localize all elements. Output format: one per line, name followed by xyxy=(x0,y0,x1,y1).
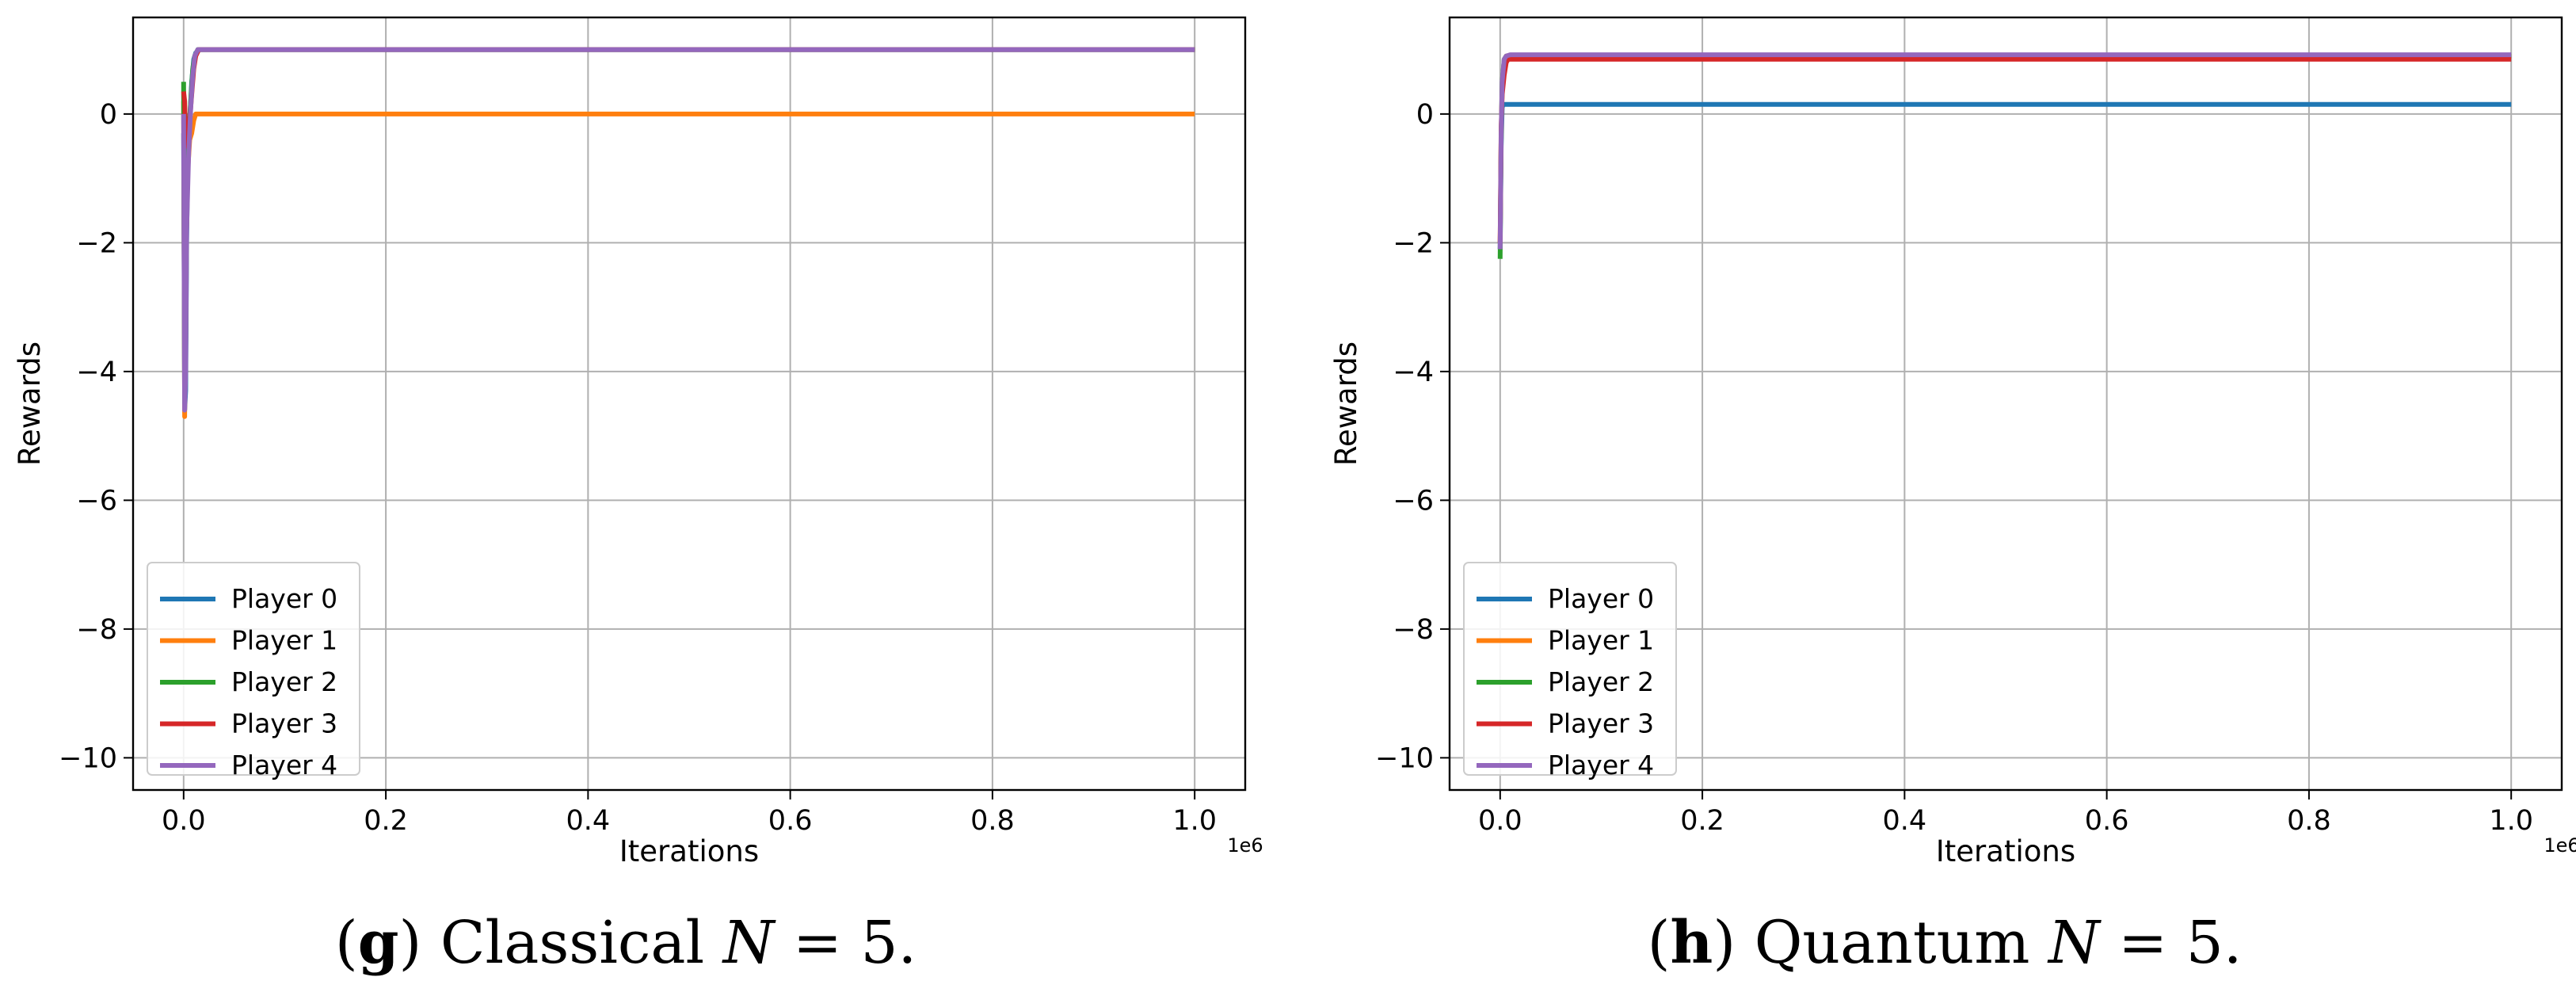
series-line-player-4 xyxy=(1497,52,2512,250)
y-axis-label: Rewards xyxy=(13,342,47,466)
x-scale-label: 1e6 xyxy=(2544,834,2576,857)
legend-label-player-3: Player 3 xyxy=(231,708,337,739)
series-line-player-0 xyxy=(1497,101,2512,250)
legend: Player 0 Player 1 Player 2 Player 3 Player 4 xyxy=(147,562,360,780)
series-line-player-1 xyxy=(181,101,1195,419)
y-tick-label: −2 xyxy=(76,227,117,259)
x-scale-label: 1e6 xyxy=(1227,834,1263,857)
x-tick-label: 1.0 xyxy=(1172,805,1217,837)
legend-label-player-4: Player 4 xyxy=(231,750,337,780)
y-tick-label: 0 xyxy=(1416,99,1434,131)
x-tick-label: 1.0 xyxy=(2489,805,2533,837)
caption-part: ) Classical xyxy=(399,909,723,977)
y-tick-label: −6 xyxy=(76,485,117,517)
x-tick-label: 0.6 xyxy=(768,805,813,837)
x-axis-label: Iterations xyxy=(1936,834,2075,868)
y-tick-label: −10 xyxy=(59,742,117,774)
legend: Player 0 Player 1 Player 2 Player 3 Player 4 xyxy=(1463,562,1677,780)
series-line-player-2 xyxy=(181,47,1195,406)
x-tick-label: 0.6 xyxy=(2085,805,2129,837)
x-tick-label: 0.2 xyxy=(1680,805,1724,837)
legend-label-player-4: Player 4 xyxy=(1548,750,1654,780)
caption-part: ) Quantum xyxy=(1713,909,2048,977)
series-line-player-4 xyxy=(181,47,1195,413)
series-line-player-3 xyxy=(181,47,1195,149)
chart-panel-h: 0.0 0.2 0.4 0.6 0.8 1.0 0 −2 −4 −6 −8 −10 1e6 Iterati… xyxy=(1329,16,2576,977)
caption-part: N xyxy=(2047,909,2102,977)
y-tick-label: −4 xyxy=(1393,357,1434,388)
caption-part: h xyxy=(1671,909,1713,977)
series-line-player-1 xyxy=(1497,53,2512,243)
x-tick-label: 0.2 xyxy=(364,805,408,837)
legend-label-player-3: Player 3 xyxy=(1548,708,1654,739)
y-tick-label: 0 xyxy=(100,99,117,131)
caption-part: N xyxy=(722,909,776,977)
axes-frame xyxy=(131,16,1247,792)
legend-label-player-0: Player 0 xyxy=(1548,583,1654,614)
y-tick-label: −8 xyxy=(1393,614,1434,646)
y-axis-label: Rewards xyxy=(1329,342,1363,466)
caption-part: = 5. xyxy=(2100,909,2243,977)
caption: (h) Quantum N = 5. xyxy=(1648,909,2243,977)
x-tick-label: 0.4 xyxy=(566,805,611,837)
legend-label-player-1: Player 1 xyxy=(231,625,337,656)
caption-part: ( xyxy=(335,909,358,977)
caption-part: ( xyxy=(1648,909,1671,977)
series-line-player-2 xyxy=(1497,53,2512,259)
x-tick-label: 0.4 xyxy=(1883,805,1927,837)
y-tick-label: −10 xyxy=(1375,742,1434,774)
x-axis-label: Iterations xyxy=(619,834,759,868)
x-tick-label: 0.8 xyxy=(2287,805,2331,837)
series-line-player-0 xyxy=(181,47,1195,413)
x-tick-label: 0.0 xyxy=(1478,805,1522,837)
series-line-player-3 xyxy=(1497,56,2512,243)
caption: (g) Classical N = 5. xyxy=(335,909,916,977)
caption-part: g xyxy=(358,909,399,977)
legend-label-player-1: Player 1 xyxy=(1548,625,1654,656)
axes-frame xyxy=(1448,16,2563,792)
x-tick-label: 0.0 xyxy=(162,805,206,837)
x-tick-label: 0.8 xyxy=(970,805,1015,837)
y-tick-label: −4 xyxy=(76,357,117,388)
legend-label-player-2: Player 2 xyxy=(231,666,337,697)
y-tick-label: −6 xyxy=(1393,485,1434,517)
chart-panel-g: 0.0 0.2 0.4 0.6 0.8 1.0 0 −2 −4 −6 −8 −10 1e6 Iterati… xyxy=(13,16,1263,977)
legend-label-player-2: Player 2 xyxy=(1548,666,1654,697)
y-tick-label: −8 xyxy=(76,614,117,646)
y-tick-label: −2 xyxy=(1393,227,1434,259)
legend-label-player-0: Player 0 xyxy=(231,583,337,614)
caption-part: = 5. xyxy=(774,909,916,977)
